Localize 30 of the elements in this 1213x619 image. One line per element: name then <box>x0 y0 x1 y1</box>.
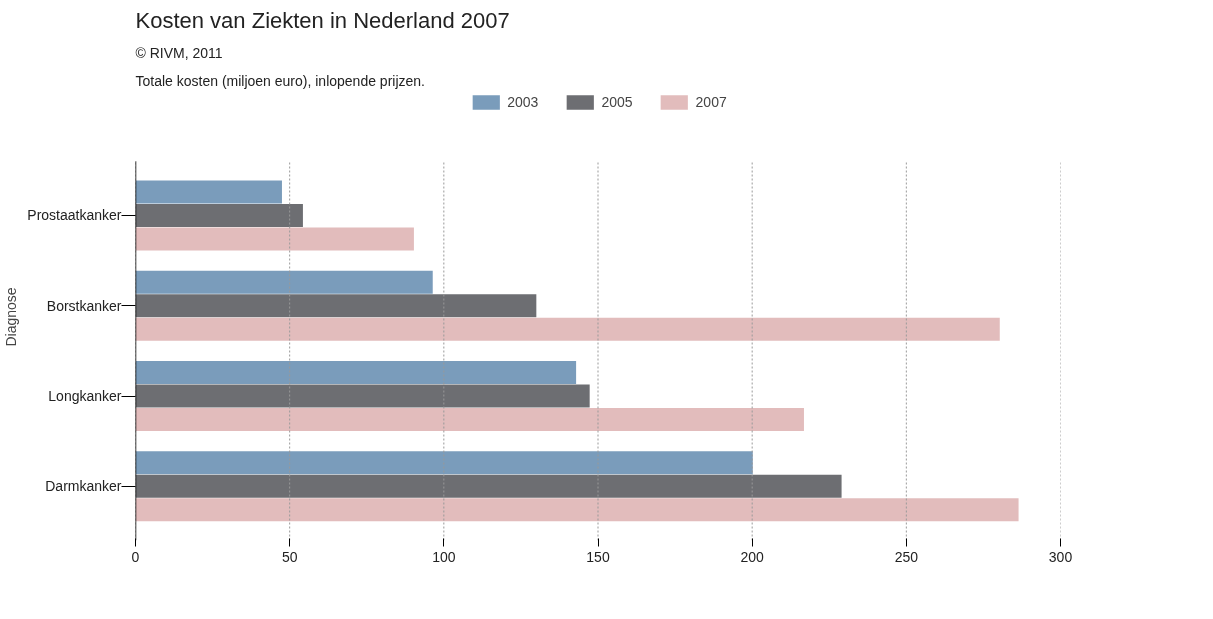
y-axis-title: Diagnose <box>3 287 20 347</box>
x-tick-label: 100 <box>432 548 456 565</box>
x-tick-label: 250 <box>894 548 919 565</box>
legend-label: 2005 <box>601 94 633 110</box>
bar <box>135 407 804 431</box>
legend-label: 2007 <box>695 94 727 110</box>
bar <box>135 227 414 251</box>
bar <box>135 180 282 204</box>
x-tick-label: 200 <box>740 548 765 565</box>
bar <box>135 317 1000 341</box>
x-tick-label: 50 <box>281 548 298 565</box>
text: © RIVM, 2011 <box>135 44 223 61</box>
y-tick-label: Prostaatkanker <box>27 207 122 224</box>
y-tick-label: Longkanker <box>48 388 122 405</box>
bar <box>135 498 1019 522</box>
bar <box>135 294 537 318</box>
bar <box>135 451 753 475</box>
x-tick-label: 150 <box>586 548 610 565</box>
y-tick-label: Borstkanker <box>46 297 122 314</box>
chart-title: Kosten van Ziekten in Nederland 2007 <box>135 7 510 33</box>
bar <box>135 384 590 408</box>
x-tick-label: 300 <box>1048 548 1073 565</box>
x-tick-label: 0 <box>131 548 140 565</box>
bar <box>135 203 303 227</box>
y-tick-label: Darmkanker <box>45 478 122 495</box>
bar <box>135 361 577 385</box>
bar <box>135 270 433 294</box>
bar <box>135 474 842 498</box>
legend-label: 2003 <box>507 94 539 110</box>
chart-subtitle: Totale kosten (miljoen euro), inlopende prijzen. <box>135 72 425 89</box>
